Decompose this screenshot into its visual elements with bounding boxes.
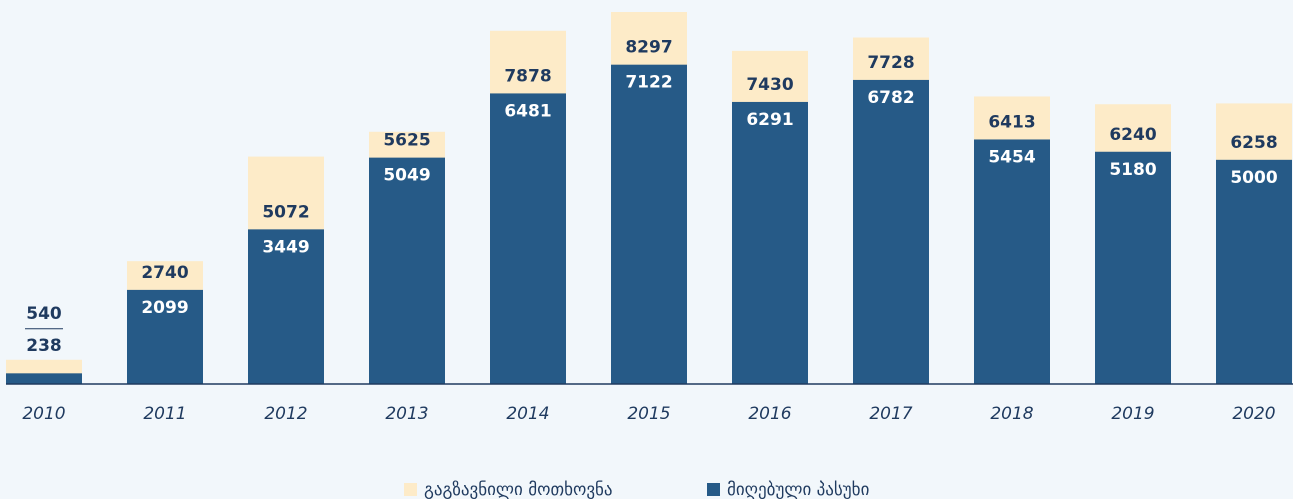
value-label: 7122 <box>625 73 672 93</box>
x-tick-label: 2017 <box>869 404 912 424</box>
value-label: 8297 <box>625 38 672 58</box>
bar <box>1095 151 1171 384</box>
value-label: 5072 <box>262 202 309 222</box>
bar <box>1216 159 1292 384</box>
bar <box>611 64 687 384</box>
value-label: 3449 <box>262 237 309 257</box>
value-label: 5454 <box>988 147 1035 167</box>
bar <box>248 229 324 384</box>
x-tick-label: 2012 <box>264 404 307 424</box>
value-label: 5049 <box>383 166 430 186</box>
legend-label: მიღებული პასუხი <box>727 480 869 499</box>
bar <box>732 101 808 385</box>
legend-label: გაგზავნილი მოთხოვნა <box>424 480 613 499</box>
bar <box>974 139 1050 384</box>
value-label: 7878 <box>504 66 551 86</box>
value-label: 6258 <box>1230 133 1277 153</box>
legend-swatch <box>404 483 417 496</box>
value-label: 6240 <box>1109 125 1156 145</box>
value-label: 6291 <box>746 110 793 130</box>
value-label: 2099 <box>141 298 188 318</box>
value-label: 6481 <box>504 101 551 121</box>
value-label: 540 <box>26 304 62 324</box>
value-label: 6413 <box>988 112 1035 132</box>
bar <box>127 289 203 384</box>
value-label: 7728 <box>867 53 914 73</box>
x-tick-label: 2019 <box>1111 404 1154 424</box>
x-tick-label: 2011 <box>143 404 186 424</box>
bar <box>6 373 82 384</box>
bar <box>490 93 566 384</box>
x-tick-label: 2016 <box>748 404 791 424</box>
x-tick-label: 2013 <box>385 404 428 424</box>
value-label: 5625 <box>383 131 430 151</box>
value-label: 5000 <box>1230 168 1277 188</box>
bar <box>369 157 445 384</box>
x-tick-label: 2014 <box>506 404 549 424</box>
x-tick-label: 2020 <box>1232 404 1275 424</box>
x-tick-label: 2018 <box>990 404 1033 424</box>
value-label: 6782 <box>867 88 914 108</box>
legend-swatch <box>707 483 720 496</box>
value-label: 5180 <box>1109 160 1156 180</box>
x-tick-label: 2010 <box>22 404 65 424</box>
x-tick-label: 2015 <box>627 404 670 424</box>
value-label: 2740 <box>141 263 188 283</box>
value-label: 7430 <box>746 75 793 95</box>
value-label: 238 <box>26 336 62 356</box>
bar <box>853 79 929 385</box>
